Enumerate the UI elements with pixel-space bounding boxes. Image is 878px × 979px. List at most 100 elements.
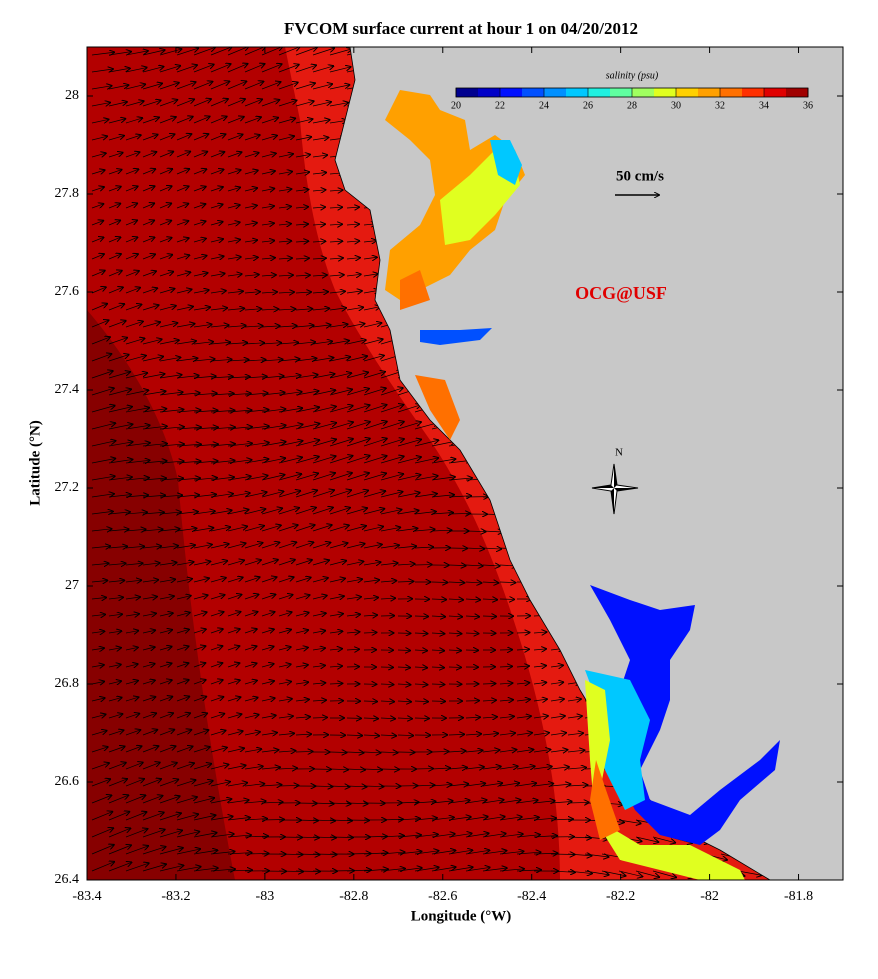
current-arrow (91, 337, 110, 345)
colorbar-bin (676, 88, 699, 97)
current-arrow (329, 103, 348, 106)
current-arrow (176, 324, 194, 327)
current-arrow (125, 101, 144, 107)
current-arrow (159, 392, 183, 395)
current-arrow (363, 257, 377, 259)
current-arrow (244, 376, 267, 378)
current-arrow (448, 582, 464, 583)
current-arrow (108, 372, 130, 379)
current-arrow (312, 66, 333, 73)
current-arrow (295, 577, 311, 583)
colorbar-bin (764, 88, 787, 97)
current-arrow (227, 493, 250, 498)
current-arrow (295, 595, 310, 599)
current-arrow (227, 443, 252, 446)
current-arrow (193, 393, 217, 395)
current-arrow (142, 117, 159, 124)
current-arrow (176, 65, 197, 73)
current-arrow (91, 388, 114, 396)
current-arrow (193, 290, 209, 293)
current-arrow (142, 135, 158, 141)
current-arrow (193, 342, 213, 344)
current-arrow (244, 135, 260, 141)
current-arrow (142, 426, 167, 429)
current-arrow (210, 64, 231, 73)
current-arrow (312, 423, 336, 430)
map-area: 50 cm/s OCG@USF N (87, 47, 843, 880)
current-arrow (261, 258, 275, 259)
current-arrow (210, 410, 234, 412)
colorbar-tick-label: 36 (803, 100, 813, 111)
current-arrow (244, 275, 259, 276)
current-arrow (91, 119, 109, 123)
current-arrow (312, 102, 331, 107)
current-arrow (159, 357, 180, 362)
current-arrow (261, 206, 274, 208)
current-arrow (91, 476, 115, 481)
current-arrow (244, 240, 257, 242)
y-axis-label: Latitude (°N) (27, 420, 43, 506)
y-tick-label: 26.4 (55, 872, 80, 887)
current-arrow (193, 578, 209, 582)
current-arrow (261, 241, 274, 242)
current-arrow (108, 338, 127, 345)
current-arrow (839, 428, 843, 430)
current-arrow (278, 275, 293, 276)
current-arrow (363, 405, 386, 413)
current-arrow (482, 531, 503, 532)
current-arrow (312, 292, 328, 293)
current-arrow (261, 425, 286, 430)
current-arrow (278, 206, 291, 208)
current-arrow (227, 152, 241, 158)
colorbar-tick-label: 28 (627, 100, 637, 111)
current-arrow (142, 67, 163, 73)
current-arrow (346, 561, 363, 565)
current-arrow (839, 411, 843, 413)
current-arrow (278, 577, 294, 583)
current-arrow (142, 478, 166, 480)
current-arrow (431, 513, 453, 514)
current-arrow (176, 478, 200, 480)
current-arrow (176, 495, 199, 497)
current-arrow (210, 81, 229, 90)
current-arrow (261, 376, 284, 378)
current-arrow (261, 475, 284, 481)
current-arrow (278, 172, 292, 174)
current-arrow (176, 272, 190, 276)
current-arrow (329, 308, 346, 310)
current-arrow (125, 408, 149, 413)
current-arrow (193, 47, 215, 56)
current-arrow (125, 546, 144, 548)
current-arrow (295, 525, 315, 532)
current-arrow (159, 49, 181, 56)
current-arrow (125, 203, 137, 209)
current-arrow (414, 440, 438, 447)
current-arrow (380, 545, 399, 548)
current-arrow (227, 595, 241, 600)
current-arrow (278, 525, 298, 532)
current-arrow (159, 66, 180, 73)
current-arrow (193, 307, 210, 310)
current-arrow (482, 599, 497, 600)
current-arrow (193, 427, 218, 429)
current-arrow (278, 118, 295, 124)
current-arrow (193, 82, 212, 90)
current-arrow (244, 459, 268, 464)
current-arrow (125, 321, 143, 328)
current-arrow (108, 304, 124, 311)
current-arrow (210, 256, 224, 259)
current-arrow (193, 478, 217, 480)
current-arrow (91, 529, 111, 531)
current-arrow (312, 439, 336, 447)
current-arrow (329, 341, 349, 344)
current-arrow (142, 169, 155, 175)
current-arrow (346, 490, 368, 498)
colorbar-tick-label: 26 (583, 100, 593, 111)
current-arrow (346, 456, 370, 464)
current-arrow (176, 376, 199, 378)
current-arrow (244, 594, 258, 600)
colorbar-bin (456, 88, 479, 97)
current-arrow (210, 325, 229, 327)
current-arrow (329, 241, 342, 242)
current-arrow (329, 291, 345, 293)
